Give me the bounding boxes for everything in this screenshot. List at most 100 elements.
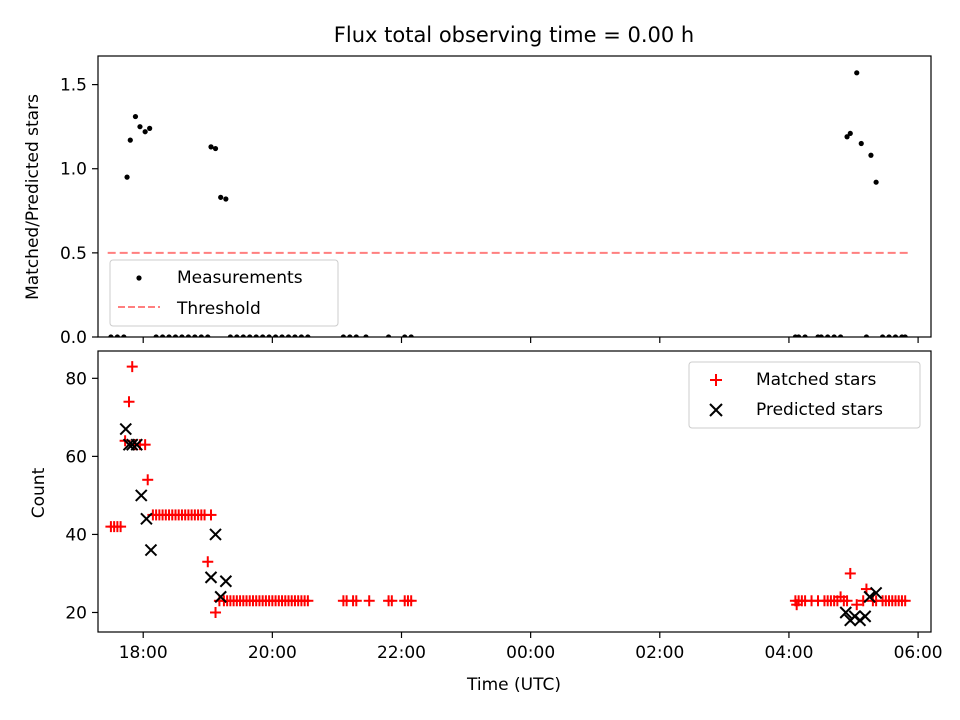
series-measurements-point [212,145,219,152]
series-measurements-point [408,334,414,337]
series-measurements-point [347,334,353,337]
series-measurements-point [879,334,886,337]
x-b [204,571,218,584]
series-predicted-stars-point [219,575,233,588]
x-tick-label: 18:00 [119,643,168,663]
series-matched-stars-point [405,595,417,607]
series-matched-stars-point [142,474,154,486]
series-measurements-point [132,113,139,120]
series-measurements-point [240,334,246,337]
series-measurements-point [863,334,870,337]
series-measurements-point [127,137,133,143]
series-measurements-point [266,334,272,337]
data-marks [105,361,911,627]
y-tick-label: 20 [65,603,87,623]
axes-frame [97,55,932,338]
y-tick-label: 0.0 [60,328,87,348]
legend-frame [688,361,921,429]
series-predicted-stars-point [140,512,153,526]
series-predicted-stars-point [863,590,876,604]
x-b [219,575,233,588]
series-measurements-point [818,334,824,337]
series-measurements-point [260,334,266,337]
series-matched-stars-point [126,361,138,373]
legend-marker-measurements [136,275,142,281]
series-measurements-point [153,334,159,337]
series-matched-stars-point [350,595,362,607]
x-b [858,610,872,623]
series-measurements-point [198,334,204,337]
top-panel-plot-area: 0.0 0.5 1.0 1.5 [60,55,932,348]
series-measurements-point [844,134,850,140]
series-measurements-point [385,334,392,337]
series-measurements-point [234,334,240,337]
series-predicted-stars-point [204,571,218,584]
top-panel-y-axis-label: Matched/Predicted stars [23,94,43,300]
series-matched-stars-point [851,599,863,611]
series-measurements-point [825,334,831,337]
x-tick-label: 06:00 [894,643,943,663]
x-b [135,489,148,502]
series-measurements-point [902,334,908,337]
series-matched-stars-point [844,567,856,579]
series-matched-stars-point [363,595,375,607]
x-b [119,422,132,436]
series-predicted-stars-point [130,438,143,451]
series-measurements-point [305,334,311,337]
series-measurements-point [802,334,808,337]
series-measurements-point [363,334,369,337]
y-tick-label: 80 [65,369,87,389]
legend-marker-matched [710,374,722,386]
y-tick-label: 0.5 [60,244,87,264]
series-measurements-point [147,125,153,131]
series-matched-stars-point [386,595,398,607]
series-matched-stars-point [123,396,135,408]
series-predicted-stars-point [214,590,227,604]
x-b [144,543,158,557]
top-panel-legend: Measurements Threshold [109,259,339,327]
series-measurements-point [166,334,172,337]
axes-frame [97,350,932,633]
y-tick-label: 1.5 [60,76,87,96]
series-measurements-point [137,124,143,130]
series-measurements-point [218,194,224,200]
series-predicted-stars-point [209,528,222,541]
bottom-panel-plot-area: 20 40 60 80 18:00 20:00 22:00 00:00 02:00 04:00 06… [65,350,943,663]
series-matched-stars-point [899,595,911,607]
series-measurements-point [121,334,127,337]
series-measurements-point [285,334,292,337]
series-measurements-point [192,334,198,337]
series-measurements-point [837,334,844,337]
legend-label-matched: Matched stars [756,370,876,390]
x-b [863,590,876,604]
series-measurements-point [179,334,185,337]
series-measurements-point [205,334,211,337]
series-matched-stars-point [205,509,217,521]
series-measurements-point [847,130,853,137]
x-axis-label: Time (UTC) [466,675,561,695]
series-measurements-point [185,334,192,337]
x-tick-label: 20:00 [248,643,297,663]
bottom-panel-y-axis-label: Count [29,467,49,518]
series-measurements-point [340,334,346,337]
series-measurements-point [272,334,279,337]
series-measurements-point [873,179,879,185]
bottom-panel-counts: 20 40 60 80 18:00 20:00 22:00 00:00 02:00 04:00 06… [29,350,943,695]
series-measurements-point [223,196,229,202]
legend-marker-predicted [709,403,723,417]
series-predicted-stars-point [839,606,852,619]
series-measurements-point [227,334,233,337]
series-measurements-point [831,334,837,337]
series-measurements-point [172,334,179,337]
series-predicted-stars-point [869,586,883,600]
x-tick-label: 00:00 [506,643,555,663]
series-measurements-point [892,334,899,337]
x-tick-label: 04:00 [764,643,813,663]
legend-label-predicted: Predicted stars [756,400,883,420]
x-tick-label: 22:00 [377,643,426,663]
x-b [869,586,883,600]
series-measurements-point [208,144,214,150]
series-measurements-point [108,334,114,337]
